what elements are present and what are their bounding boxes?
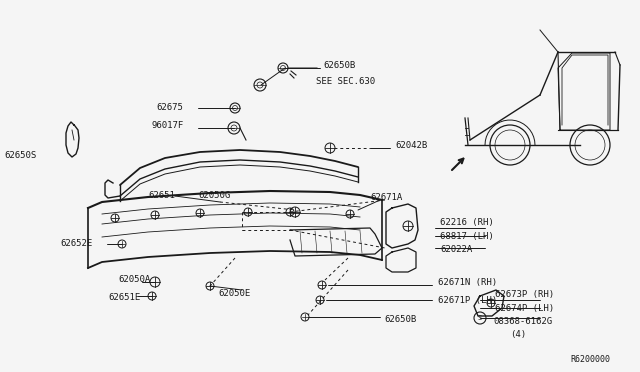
Text: 62650S: 62650S bbox=[4, 151, 36, 160]
Text: 08368-6162G: 08368-6162G bbox=[493, 317, 552, 326]
Text: 62042B: 62042B bbox=[395, 141, 428, 151]
Text: 62671A: 62671A bbox=[370, 192, 403, 202]
Text: 62650B: 62650B bbox=[323, 61, 355, 70]
Text: R6200000: R6200000 bbox=[570, 356, 610, 365]
Text: 62651: 62651 bbox=[148, 192, 175, 201]
Text: 62674P (LH): 62674P (LH) bbox=[495, 304, 554, 312]
Text: 68817 (LH): 68817 (LH) bbox=[440, 231, 493, 241]
Text: 62675: 62675 bbox=[156, 103, 183, 112]
Text: 62050A: 62050A bbox=[118, 276, 150, 285]
Text: (4): (4) bbox=[510, 330, 526, 339]
Text: 62216 (RH): 62216 (RH) bbox=[440, 218, 493, 227]
Text: 62673P (RH): 62673P (RH) bbox=[495, 291, 554, 299]
Text: 62650B: 62650B bbox=[384, 314, 416, 324]
Text: 62050G: 62050G bbox=[198, 192, 230, 201]
Text: SEE SEC.630: SEE SEC.630 bbox=[316, 77, 375, 87]
Text: 62671P (LH): 62671P (LH) bbox=[438, 295, 497, 305]
Text: S: S bbox=[478, 315, 482, 321]
Text: 62050E: 62050E bbox=[218, 289, 250, 298]
Text: 62652E: 62652E bbox=[60, 238, 92, 247]
Text: 96017F: 96017F bbox=[152, 122, 184, 131]
Text: 62022A: 62022A bbox=[440, 244, 472, 253]
Text: 62671N (RH): 62671N (RH) bbox=[438, 278, 497, 286]
Text: 62651E: 62651E bbox=[108, 292, 140, 301]
